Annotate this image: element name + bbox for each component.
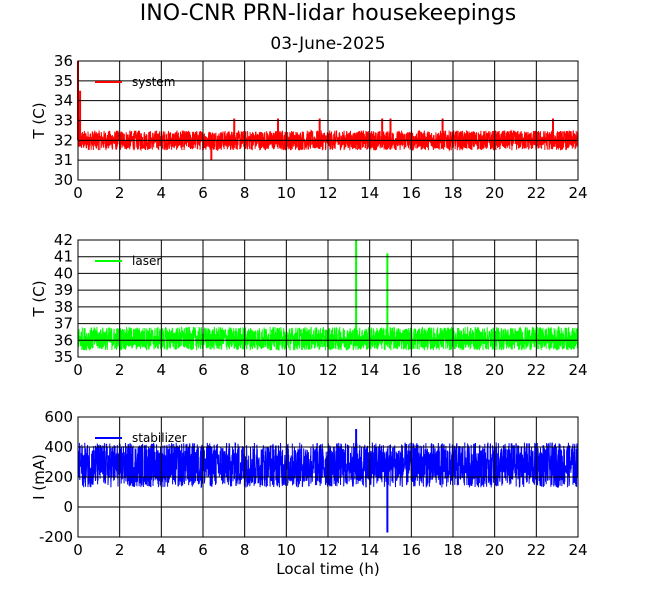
y-tick-label: 30 xyxy=(54,171,73,189)
y-tick-label: 39 xyxy=(54,281,73,299)
plot-frame xyxy=(77,416,579,538)
x-tick-label: 6 xyxy=(198,184,208,202)
x-tick-label: 4 xyxy=(157,361,167,379)
x-tick-label: 16 xyxy=(402,541,421,559)
y-tick-label: 36 xyxy=(54,52,73,70)
x-tick-label: 12 xyxy=(318,184,337,202)
x-axis-label: Local time (h) xyxy=(276,560,380,578)
x-tick-label: 12 xyxy=(318,541,337,559)
plot-frame xyxy=(77,239,579,358)
y-tick-label: 400 xyxy=(44,438,73,456)
y-tick-label: 41 xyxy=(54,248,73,266)
y-tick-label: 42 xyxy=(54,231,73,249)
y-tick-label: 31 xyxy=(54,151,73,169)
x-tick-label: 8 xyxy=(240,541,250,559)
y-tick-label: 37 xyxy=(54,315,73,333)
y-tick-label: 35 xyxy=(54,72,73,90)
y-tick-label: 600 xyxy=(44,408,73,426)
x-tick-label: 0 xyxy=(73,541,83,559)
plot-frame xyxy=(77,60,579,181)
x-tick-label: 14 xyxy=(360,541,379,559)
y-tick-label: 33 xyxy=(54,112,73,130)
system-legend-label: system xyxy=(132,75,175,89)
x-tick-label: 12 xyxy=(318,361,337,379)
x-tick-label: 6 xyxy=(198,541,208,559)
x-tick-label: 10 xyxy=(277,361,296,379)
x-tick-label: 8 xyxy=(240,184,250,202)
x-tick-label: 24 xyxy=(568,184,587,202)
x-tick-label: 20 xyxy=(485,541,504,559)
y-tick-label: 0 xyxy=(63,498,73,516)
y-tick-label: -200 xyxy=(39,528,73,546)
stabilizer-legend-label: stabilizer xyxy=(132,431,187,445)
chart-subtitle: 03-June-2025 xyxy=(270,34,385,54)
x-tick-label: 8 xyxy=(240,361,250,379)
x-tick-label: 22 xyxy=(527,361,546,379)
y-tick-label: 35 xyxy=(54,348,73,366)
x-tick-label: 22 xyxy=(527,184,546,202)
y-tick-label: 200 xyxy=(44,468,73,486)
x-tick-label: 10 xyxy=(277,184,296,202)
x-tick-label: 16 xyxy=(402,184,421,202)
x-tick-label: 2 xyxy=(115,361,125,379)
y-axis-label: I (mA) xyxy=(30,454,48,500)
chart-title: INO-CNR PRN-lidar housekeepings xyxy=(140,1,516,26)
x-tick-label: 14 xyxy=(360,361,379,379)
x-tick-label: 0 xyxy=(73,361,83,379)
x-tick-label: 20 xyxy=(485,361,504,379)
y-tick-label: 34 xyxy=(54,92,73,110)
x-tick-label: 4 xyxy=(157,184,167,202)
x-tick-label: 2 xyxy=(115,184,125,202)
x-tick-label: 18 xyxy=(443,361,462,379)
x-tick-label: 14 xyxy=(360,184,379,202)
x-tick-label: 20 xyxy=(485,184,504,202)
x-tick-label: 18 xyxy=(443,541,462,559)
x-tick-label: 24 xyxy=(568,541,587,559)
y-tick-label: 36 xyxy=(54,331,73,349)
x-tick-label: 2 xyxy=(115,541,125,559)
x-tick-label: 0 xyxy=(73,184,83,202)
y-tick-label: 32 xyxy=(54,131,73,149)
y-tick-label: 38 xyxy=(54,298,73,316)
x-tick-label: 4 xyxy=(157,541,167,559)
laser-legend-label: laser xyxy=(132,254,161,268)
x-tick-label: 16 xyxy=(402,361,421,379)
x-tick-label: 18 xyxy=(443,184,462,202)
y-tick-label: 40 xyxy=(54,264,73,282)
x-tick-label: 24 xyxy=(568,361,587,379)
x-tick-label: 22 xyxy=(527,541,546,559)
x-tick-label: 6 xyxy=(198,361,208,379)
y-axis-label: T (C) xyxy=(30,280,48,317)
x-tick-label: 10 xyxy=(277,541,296,559)
y-axis-label: T (C) xyxy=(30,102,48,139)
